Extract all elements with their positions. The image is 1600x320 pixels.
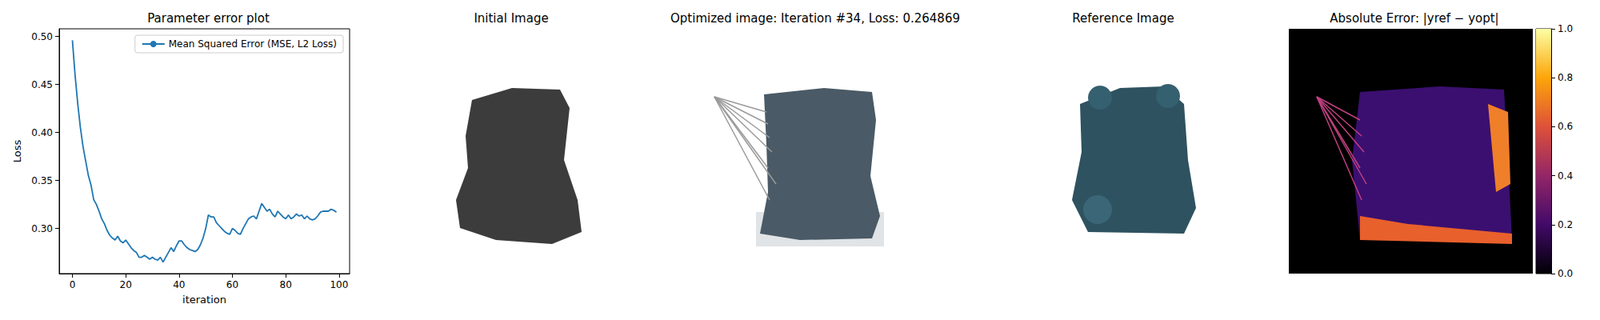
svg-text:40: 40 <box>172 279 185 291</box>
svg-text:80: 80 <box>280 279 292 291</box>
svg-text:1.0: 1.0 <box>1557 23 1573 35</box>
svg-text:0.6: 0.6 <box>1557 120 1573 132</box>
svg-text:0.4: 0.4 <box>1557 170 1573 182</box>
svg-text:0.35: 0.35 <box>31 175 53 187</box>
svg-text:0.0: 0.0 <box>1557 268 1573 280</box>
svg-text:Parameter error plot: Parameter error plot <box>147 11 270 26</box>
svg-text:60: 60 <box>226 279 239 291</box>
svg-text:Reference Image: Reference Image <box>1072 11 1174 26</box>
svg-text:Initial Image: Initial Image <box>473 11 548 26</box>
svg-text:Loss: Loss <box>11 140 24 164</box>
svg-text:Mean Squared Error (MSE, L2 Lo: Mean Squared Error (MSE, L2 Loss) <box>168 38 337 50</box>
svg-text:Optimized image: Iteration #34: Optimized image: Iteration #34, Loss: 0.… <box>670 11 960 26</box>
svg-text:iteration: iteration <box>182 293 227 306</box>
svg-text:100: 100 <box>329 279 348 291</box>
svg-text:0.50: 0.50 <box>31 31 53 43</box>
svg-text:0.2: 0.2 <box>1557 219 1573 231</box>
svg-text:20: 20 <box>120 279 132 291</box>
svg-text:0: 0 <box>69 279 76 291</box>
svg-text:0.8: 0.8 <box>1557 72 1573 84</box>
svg-text:0.40: 0.40 <box>31 127 53 139</box>
svg-text:0.45: 0.45 <box>31 79 53 91</box>
svg-text:Absolute Error: |yref − yopt|: Absolute Error: |yref − yopt| <box>1329 11 1499 26</box>
svg-text:0.30: 0.30 <box>31 223 53 235</box>
